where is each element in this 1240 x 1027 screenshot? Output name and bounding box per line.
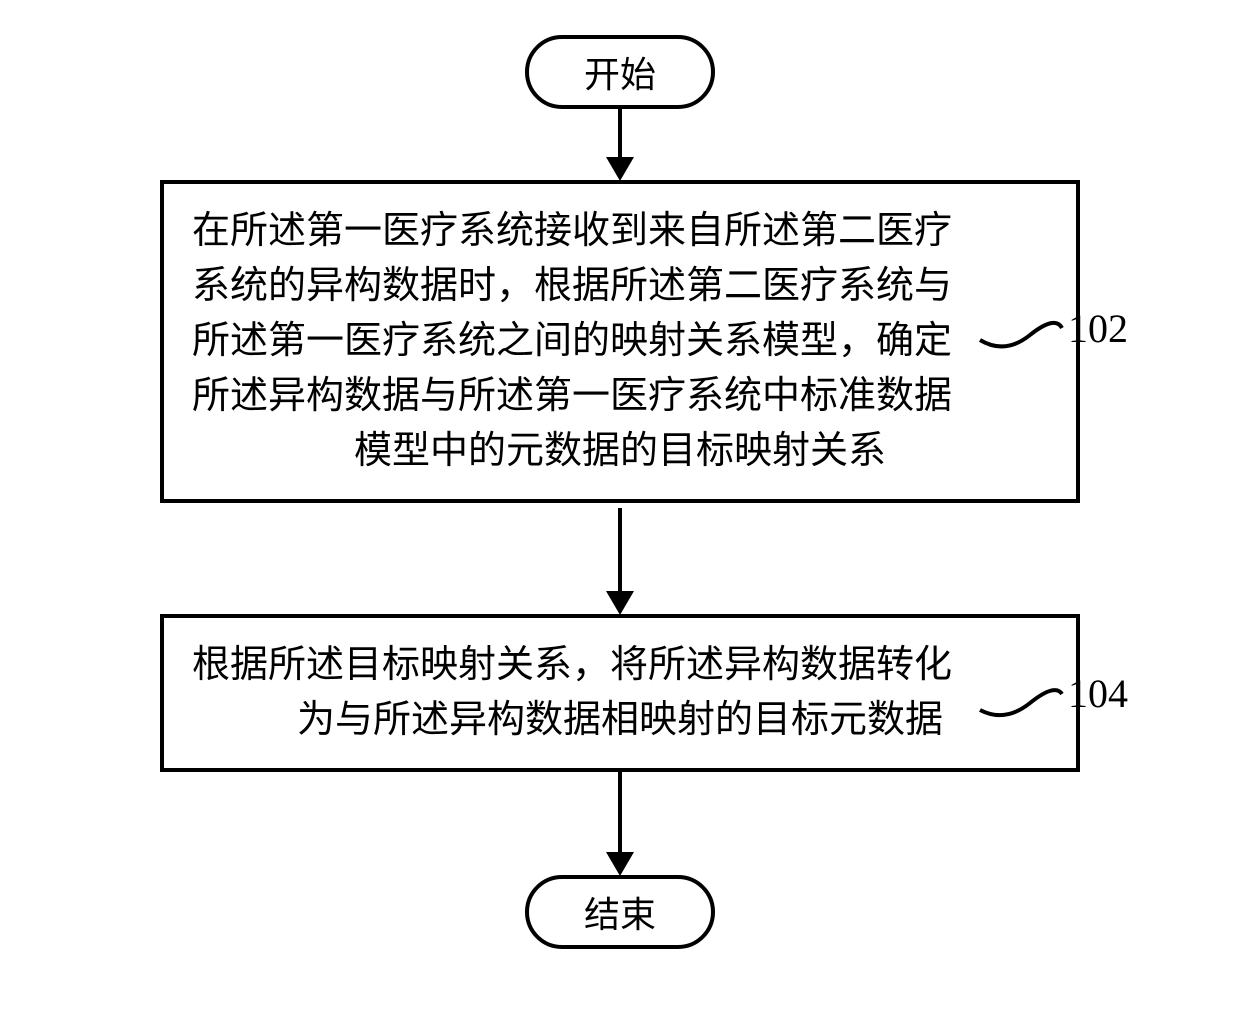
arrow-head-1 <box>606 157 634 181</box>
process-step-2: 根据所述目标映射关系，将所述异构数据转化 为与所述异构数据相映射的目标元数据 <box>160 614 1080 772</box>
step1-line2: 系统的异构数据时，根据所述第二医疗系统与 <box>192 259 1048 314</box>
step1-line5: 模型中的元数据的目标映射关系 <box>192 424 1048 479</box>
arrow-head-3 <box>606 852 634 876</box>
start-node: 开始 <box>525 35 715 109</box>
edge-step2-to-end <box>618 770 622 852</box>
label-102: 102 <box>1068 305 1128 352</box>
step1-line1: 在所述第一医疗系统接收到来自所述第二医疗 <box>192 204 1048 259</box>
end-node: 结束 <box>525 875 715 949</box>
process-step-1: 在所述第一医疗系统接收到来自所述第二医疗 系统的异构数据时，根据所述第二医疗系统… <box>160 180 1080 503</box>
connector-102 <box>980 320 1070 380</box>
arrow-head-2 <box>606 591 634 615</box>
end-label: 结束 <box>584 886 656 938</box>
step2-line1: 根据所述目标映射关系，将所述异构数据转化 <box>192 638 1048 693</box>
connector-104 <box>980 688 1070 748</box>
step1-line3: 所述第一医疗系统之间的映射关系模型，确定 <box>192 314 1048 369</box>
start-label: 开始 <box>584 46 656 98</box>
edge-step1-to-step2 <box>618 508 622 591</box>
edge-start-to-step1 <box>618 109 622 157</box>
label-104: 104 <box>1068 670 1128 717</box>
flowchart-container: 开始 在所述第一医疗系统接收到来自所述第二医疗 系统的异构数据时，根据所述第二医… <box>0 30 1240 1027</box>
step1-line4: 所述异构数据与所述第一医疗系统中标准数据 <box>192 369 1048 424</box>
step2-line2: 为与所述异构数据相映射的目标元数据 <box>192 693 1048 748</box>
